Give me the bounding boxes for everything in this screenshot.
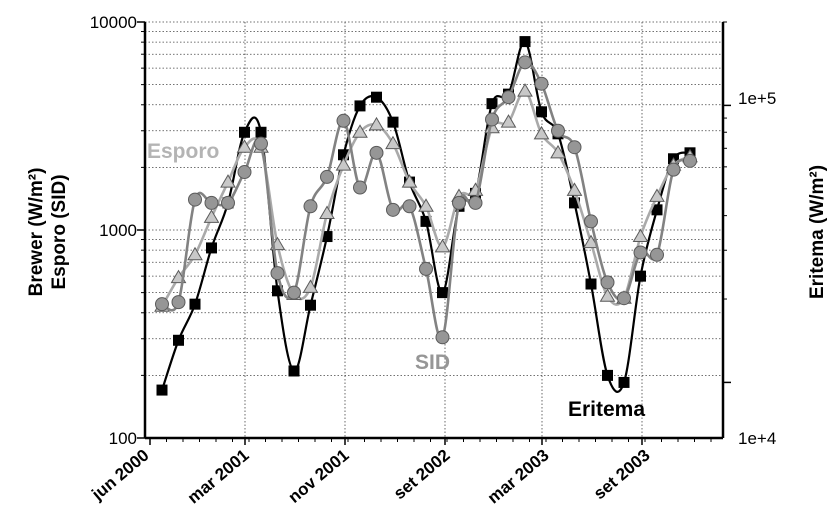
eritema-point: [156, 384, 168, 396]
y-left-tick-label-1000: 1000: [99, 221, 137, 240]
eritema-point: [206, 242, 217, 254]
brewer-point: [683, 153, 697, 168]
eritema-point: [305, 299, 316, 311]
esporo-point: [385, 135, 401, 150]
x-tick-label-set-2002: set 2002: [390, 446, 454, 504]
annotation-eritema: Eritema: [568, 398, 645, 421]
esporo-point: [632, 228, 649, 243]
brewer-point: [419, 261, 433, 276]
brewer-point: [221, 195, 235, 210]
ticks: [137, 21, 731, 445]
series-layer: [154, 36, 698, 396]
brewer-point: [650, 247, 664, 262]
esporo-point: [335, 157, 352, 171]
eritema-point: [387, 116, 399, 128]
brewer-point: [320, 169, 334, 184]
brewer-point: [386, 202, 400, 217]
y-left-title-line1: Brewer (W/m²): [26, 168, 47, 297]
brewer-point: [534, 76, 549, 91]
esporo-point: [649, 188, 665, 202]
brewer-point: [666, 162, 681, 177]
eritema-point: [371, 91, 382, 103]
eritema-point: [585, 278, 597, 290]
brewer-point: [336, 113, 351, 128]
brewer-point: [452, 195, 466, 210]
eritema-point: [437, 287, 448, 299]
esporo-point: [583, 234, 599, 249]
esporo-point: [517, 83, 533, 97]
esporo-point: [302, 279, 319, 293]
brewer-point: [633, 245, 648, 260]
series-esporo: [154, 83, 698, 312]
eritema-point: [602, 369, 613, 381]
eritema-point: [239, 126, 250, 138]
x-tick-label-set-2003: set 2003: [590, 446, 654, 504]
annotation-esporo: Esporo: [147, 140, 219, 163]
esporo-point: [599, 288, 616, 302]
eritema-point: [189, 298, 201, 310]
eritema-point: [618, 376, 630, 388]
esporo-point: [434, 238, 451, 253]
brewer-point: [435, 330, 450, 345]
brewer-point: [617, 291, 631, 306]
brewer-point: [353, 180, 367, 195]
brewer-point: [270, 266, 285, 281]
annotation-sid: SID: [415, 351, 450, 374]
esporo-point: [203, 209, 220, 223]
eritema-point: [173, 334, 184, 346]
brewer-point: [402, 199, 417, 214]
brewer-point: [567, 140, 582, 155]
esporo-point: [220, 174, 236, 188]
brewer-point: [237, 165, 252, 180]
brewer-point: [188, 192, 202, 207]
y-left-tick-label-10000: 10000: [90, 13, 137, 32]
eritema-point: [255, 126, 267, 138]
y-right-tick-label-1e4: 1e+4: [738, 429, 776, 448]
brewer-point: [369, 145, 384, 160]
esporo-point: [418, 198, 434, 212]
y-right-tick-label-1e5: 1e+5: [738, 89, 776, 108]
x-tick-label-mar-2003: mar 2003: [484, 446, 553, 508]
series-brewer: [155, 55, 697, 345]
esporo-point: [533, 125, 550, 140]
x-tick-label-nov-2001: nov 2001: [285, 446, 353, 507]
grid: [145, 21, 723, 438]
brewer-point: [551, 123, 565, 138]
brewer-point: [171, 295, 186, 310]
brewer-point: [485, 112, 499, 127]
series-eritema: [156, 36, 696, 396]
brewer-point: [468, 195, 483, 210]
eritema-point: [519, 36, 531, 48]
esporo-point: [319, 205, 335, 220]
esporo-point: [550, 144, 566, 159]
brewer-point: [254, 136, 268, 151]
eritema-point: [635, 270, 646, 282]
y-left-tick-label-100: 100: [109, 429, 137, 448]
eritema-point: [486, 98, 498, 110]
brewer-point: [204, 195, 219, 210]
eritema-point: [288, 365, 300, 377]
brewer-point: [303, 199, 318, 214]
x-tick-label-jun-2000: jun 2000: [87, 446, 152, 505]
brewer-point: [518, 55, 532, 70]
esporo-point: [500, 114, 517, 128]
esporo-point: [352, 124, 368, 138]
esporo-point: [566, 182, 583, 196]
brewer-point: [584, 214, 598, 229]
x-tick-label-mar-2001: mar 2001: [184, 446, 253, 508]
brewer-point: [287, 285, 301, 300]
eritema-point: [536, 106, 547, 118]
brewer-point: [155, 297, 169, 312]
esporo-point: [236, 139, 253, 153]
brewer-point: [600, 275, 615, 290]
brewer-point: [501, 90, 516, 105]
y-right-title: Eritema (W/m²): [807, 165, 828, 299]
esporo-point: [368, 116, 385, 131]
esporo-point: [187, 246, 203, 261]
eritema-point: [354, 100, 366, 112]
y-left-title-line2: Esporo (SID): [49, 174, 70, 289]
esporo-point: [401, 174, 418, 188]
